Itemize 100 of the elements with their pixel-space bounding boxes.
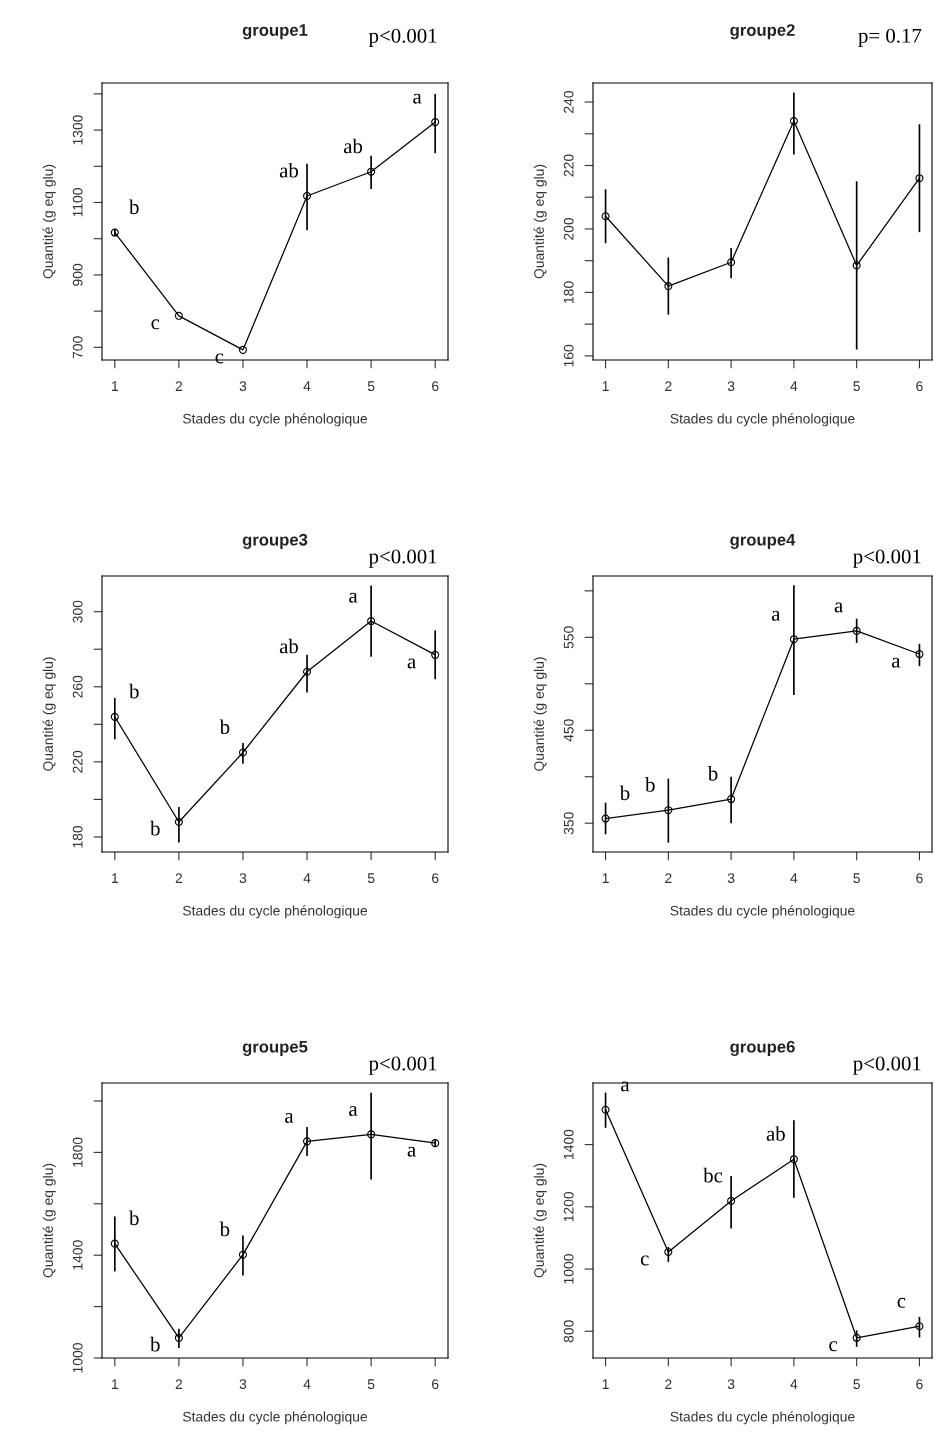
point	[431, 650, 440, 659]
chart-title: groupe1	[242, 24, 308, 40]
y-tick-label: 180	[72, 825, 83, 848]
y-tick-label: 220	[72, 750, 83, 773]
y-tick-label: 260	[72, 675, 83, 698]
y-tick-label: 700	[72, 336, 83, 359]
y-tick-label: 1300	[72, 115, 83, 145]
point	[601, 814, 610, 823]
point	[852, 626, 861, 635]
x-tick-label: 3	[239, 873, 247, 884]
point	[238, 748, 247, 757]
y-tick-label: 200	[563, 217, 574, 240]
y-tick-label: 1200	[563, 1191, 574, 1222]
annotation: c	[215, 353, 224, 364]
x-tick-label: 1	[112, 1379, 118, 1389]
annotation: a	[407, 1146, 416, 1157]
point	[174, 311, 183, 320]
point	[789, 117, 798, 126]
annotation: a	[621, 1081, 630, 1092]
annotation: ab	[343, 138, 363, 154]
x-tick-label: 1	[112, 873, 118, 883]
text: p<0.001	[368, 549, 437, 568]
x-axis-title: Stades du cycle phénologique	[670, 1411, 855, 1425]
point	[664, 1247, 673, 1256]
y-tick-label: 180	[563, 281, 574, 303]
y-tick-label: 350	[563, 812, 574, 835]
annotation: a	[349, 1106, 358, 1117]
annotation: b	[219, 1221, 230, 1237]
annotation: a	[834, 602, 843, 613]
x-tick-label: 5	[367, 1379, 375, 1390]
point	[431, 118, 440, 127]
y-axis-title: Quantité (g eq glu)	[42, 657, 56, 771]
x-tick-label: 5	[853, 381, 860, 392]
x-tick-label: 1	[602, 873, 609, 883]
annotation: b	[707, 765, 718, 781]
y-tick-label: 450	[563, 719, 574, 742]
annotation: bc	[703, 1167, 723, 1183]
x-tick-label: 4	[790, 381, 798, 391]
point	[664, 282, 673, 291]
x-tick-label: 5	[367, 381, 375, 392]
x-tick-label: 6	[432, 873, 439, 884]
point	[727, 258, 736, 267]
y-tick-label: 300	[72, 600, 83, 623]
y-tick-label: 220	[563, 154, 574, 177]
y-tick-label: 550	[563, 626, 574, 649]
annotation: a	[349, 592, 358, 603]
point	[727, 1196, 736, 1205]
annotation: a	[407, 658, 416, 669]
annotation: b	[219, 719, 230, 735]
x-axis-title: Stades du cycle phénologique	[670, 905, 855, 919]
x-axis-title: Stades du cycle phénologique	[182, 1411, 368, 1425]
x-tick-label: 1	[112, 381, 118, 391]
point	[174, 817, 183, 826]
y-axis-title: Quantité (g eq glu)	[533, 164, 547, 279]
y-tick-label: 1800	[72, 1137, 83, 1167]
point	[238, 345, 247, 354]
annotation: c	[151, 319, 160, 330]
text: p= 0.17	[858, 28, 922, 47]
y-axis-title: Quantité (g eq glu)	[533, 1163, 547, 1278]
point	[664, 806, 673, 815]
annotation: b	[129, 1210, 139, 1226]
x-tick-label: 6	[432, 1379, 439, 1390]
chart-title: groupe6	[730, 1040, 795, 1056]
point	[367, 1130, 376, 1139]
annotation: c	[897, 1297, 906, 1308]
x-tick-label: 4	[303, 873, 311, 883]
x-tick-label: 5	[853, 1379, 860, 1390]
point	[303, 1137, 312, 1146]
x-tick-label: 3	[727, 381, 735, 392]
x-tick-label: 4	[303, 381, 311, 391]
point	[110, 712, 119, 721]
text: p<0.001	[853, 1056, 921, 1075]
annotation: c	[640, 1255, 649, 1266]
x-tick-label: 4	[790, 1379, 798, 1389]
x-tick-label: 6	[432, 381, 439, 392]
point	[915, 1322, 924, 1331]
y-tick-label: 240	[563, 90, 574, 113]
annotation: a	[771, 610, 781, 621]
text: p<0.001	[368, 28, 437, 47]
annotation: ab	[766, 1126, 785, 1141]
y-axis-title: Quantité (g eq glu)	[42, 1163, 56, 1278]
x-axis-title: Stades du cycle phénologique	[182, 413, 368, 427]
point	[431, 1139, 440, 1148]
x-tick-label: 2	[665, 1379, 672, 1389]
y-tick-label: 1000	[563, 1254, 574, 1284]
y-tick-label: 800	[563, 1320, 574, 1343]
annotation: ab	[279, 162, 299, 178]
y-tick-label: 1400	[563, 1129, 574, 1159]
x-tick-label: 2	[665, 381, 672, 391]
point	[852, 261, 861, 270]
y-axis-title: Quantité (g eq glu)	[533, 657, 547, 771]
point	[174, 1333, 183, 1342]
point	[915, 650, 924, 659]
x-tick-label: 5	[853, 873, 860, 884]
x-tick-label: 2	[175, 873, 183, 883]
point	[303, 191, 312, 200]
text: p<0.001	[853, 549, 921, 568]
annotation: b	[150, 1336, 160, 1352]
y-tick-label: 900	[72, 263, 83, 286]
x-tick-label: 4	[303, 1379, 311, 1389]
